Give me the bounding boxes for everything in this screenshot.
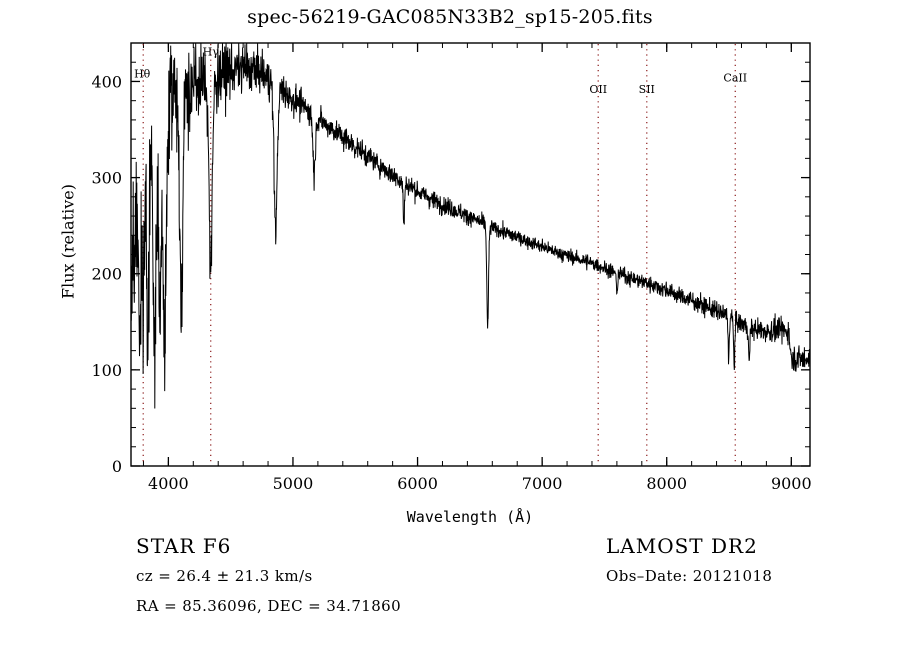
spectral-line-labels: Hθ Hγ OII SII CaII: [134, 45, 747, 95]
x-axis-label: Wavelength (Å): [406, 508, 534, 526]
survey-release: LAMOST DR2: [606, 534, 758, 558]
svg-text:4000: 4000: [148, 474, 189, 493]
svg-text:400: 400: [91, 72, 122, 91]
axis-major-ticks: [131, 43, 810, 467]
svg-text:8000: 8000: [646, 474, 687, 493]
svg-text:Hγ: Hγ: [203, 45, 220, 58]
spectral-line-markers: [142, 44, 736, 465]
observation-date: Obs–Date: 20121018: [606, 567, 773, 585]
axis-frame: [130, 42, 811, 467]
axis-minor-ticks: [131, 42, 810, 467]
metadata-left-column: STAR F6 cz = 26.4 ± 21.3 km/s RA = 85.36…: [136, 533, 401, 623]
svg-text:SII: SII: [639, 83, 655, 96]
x-tick-labels: 4000 5000 6000 7000 8000 9000: [148, 474, 812, 493]
svg-text:100: 100: [91, 361, 122, 380]
svg-text:OII: OII: [589, 83, 607, 96]
svg-text:0: 0: [112, 457, 122, 476]
svg-text:300: 300: [91, 169, 122, 188]
svg-text:CaII: CaII: [723, 71, 747, 84]
y-axis-label: Flux (relative): [58, 184, 78, 299]
object-class-and-type: STAR F6: [136, 534, 232, 558]
svg-text:7000: 7000: [522, 474, 563, 493]
svg-text:9000: 9000: [771, 474, 812, 493]
footer-spacer: [606, 593, 772, 623]
metadata-right-column: LAMOST DR2 Obs–Date: 20121018: [606, 533, 772, 623]
y-tick-labels: 0 100 200 300 400: [91, 72, 122, 476]
svg-text:200: 200: [91, 265, 122, 284]
svg-text:Hθ: Hθ: [134, 68, 151, 81]
svg-text:6000: 6000: [397, 474, 438, 493]
redshift-velocity: cz = 26.4 ± 21.3 km/s: [136, 567, 313, 585]
metadata-footer: STAR F6 cz = 26.4 ± 21.3 km/s RA = 85.36…: [0, 533, 900, 643]
spectrum-trace: [131, 43, 810, 409]
page-title: spec-56219-GAC085N33B2_sp15-205.fits: [247, 6, 653, 28]
svg-text:5000: 5000: [273, 474, 314, 493]
coordinates: RA = 85.36096, DEC = 34.71860: [136, 597, 402, 615]
